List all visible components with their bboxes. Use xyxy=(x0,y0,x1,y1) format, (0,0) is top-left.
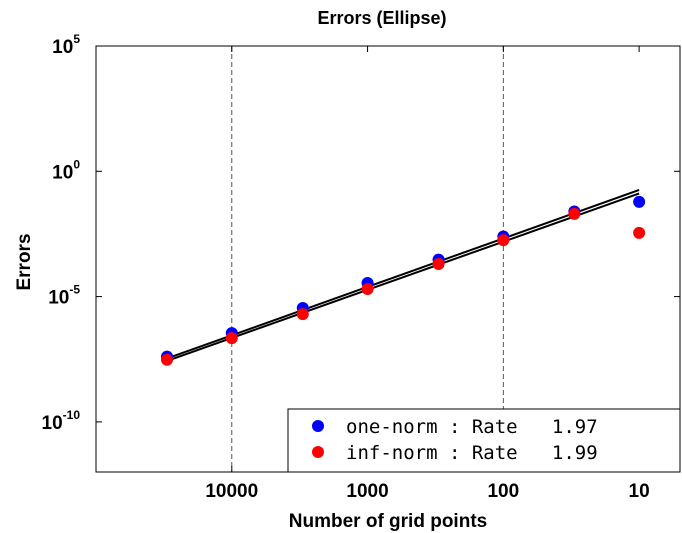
data-point-inf-norm xyxy=(568,207,581,220)
x-tick-label: 1000 xyxy=(346,481,388,502)
legend-label-inf-norm: inf-norm : Rate 1.99 xyxy=(346,442,598,464)
legend-marker-one-norm xyxy=(312,420,324,432)
data-point-inf-norm xyxy=(633,226,646,239)
x-tick-label: 100 xyxy=(487,481,519,502)
chart-title: Errors (Ellipse) xyxy=(317,8,446,28)
legend: one-norm : Rate 1.97 inf-norm : Rate 1.9… xyxy=(287,408,681,473)
fit-lines xyxy=(166,189,640,362)
data-point-inf-norm xyxy=(296,308,309,321)
data-point-inf-norm xyxy=(432,257,445,270)
x-tick-label: 10000 xyxy=(205,481,258,502)
data-point-inf-norm xyxy=(160,353,173,366)
y-tick-label: 10-5 xyxy=(48,283,80,309)
y-axis-ticks: 105 100 10-5 10-10 xyxy=(42,32,680,434)
x-tick-label: 10 xyxy=(629,481,650,502)
x-axis-ticks: 10000 1000 100 10 xyxy=(205,46,650,502)
y-axis-label: Errors xyxy=(14,233,35,290)
x-axis-label: Number of grid points xyxy=(289,511,487,532)
data-point-inf-norm xyxy=(497,234,510,247)
y-tick-label: 10-10 xyxy=(42,408,81,434)
fit-line-one-norm xyxy=(166,189,640,360)
fit-line-inf-norm xyxy=(166,192,640,362)
plot-frame xyxy=(95,45,681,473)
data-point-inf-norm xyxy=(361,283,374,296)
legend-label-one-norm: one-norm : Rate 1.97 xyxy=(346,416,598,438)
y-tick-label: 105 xyxy=(52,32,80,58)
data-point-one-norm xyxy=(633,195,646,208)
legend-marker-inf-norm xyxy=(312,446,324,458)
data-point-inf-norm xyxy=(225,332,238,345)
y-tick-label: 100 xyxy=(52,157,80,183)
legend-box xyxy=(287,408,681,473)
grid-layer xyxy=(231,46,504,472)
data-points xyxy=(160,195,646,366)
